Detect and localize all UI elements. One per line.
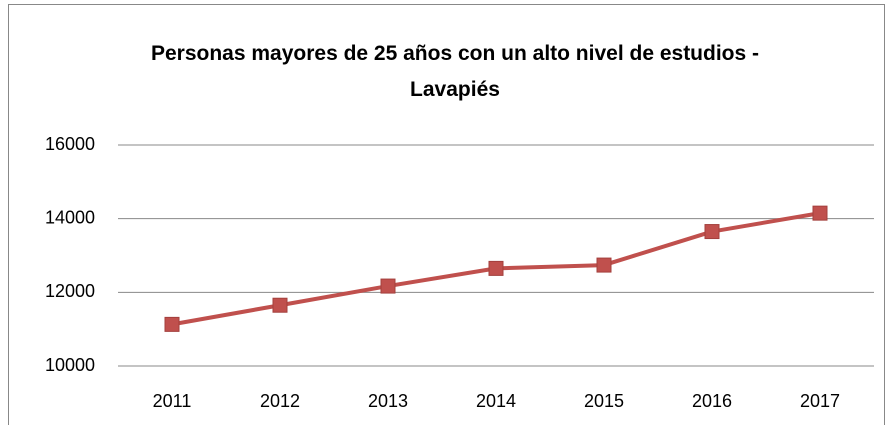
x-tick-label: 2011: [153, 391, 192, 411]
chart-title: Personas mayores de 25 años con un alto …: [150, 42, 760, 101]
y-tick-label: 14000: [45, 207, 95, 227]
chart-border: [8, 4, 885, 425]
x-tick-label: 2016: [692, 391, 732, 411]
x-tick-label: 2012: [260, 391, 300, 411]
x-tick-label: 2013: [368, 391, 408, 411]
x-tick-label: 2017: [800, 391, 840, 411]
data-point: [488, 260, 504, 276]
data-point: [164, 316, 180, 332]
data-point: [812, 205, 828, 221]
data-point: [596, 257, 612, 273]
data-point: [380, 278, 396, 294]
y-tick-label: 10000: [45, 355, 95, 375]
x-tick-label: 2015: [584, 391, 624, 411]
data-point: [272, 297, 288, 313]
y-tick-label: 16000: [45, 134, 95, 154]
x-tick-label: 2014: [476, 391, 516, 411]
data-point: [704, 224, 720, 240]
y-tick-label: 12000: [45, 281, 95, 301]
